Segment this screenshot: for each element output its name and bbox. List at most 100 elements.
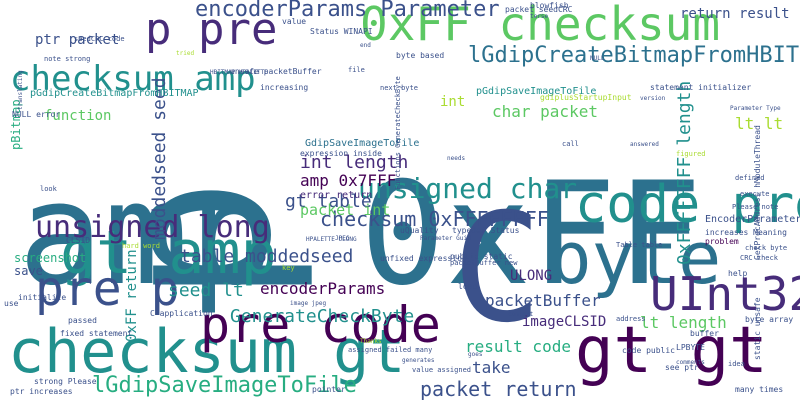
word-many-times: many times (735, 385, 783, 394)
word-parameter-guid: Parameter Guid (420, 235, 471, 242)
word-translating: translating (17, 70, 24, 110)
word-p: p (73, 178, 318, 304)
word-goes: goes (468, 351, 483, 358)
word-content: content (508, 311, 534, 318)
word-pre-p: pre p (35, 261, 180, 317)
word-seed-lt: seed lt (168, 280, 244, 301)
word-increases-meaning: increases Meaning (705, 228, 787, 237)
word-code-pre: code pre (575, 175, 800, 235)
word-check-byte: check byte (745, 244, 787, 252)
word-clsid: CLSID (66, 236, 90, 245)
word-thanks: Thanks (360, 338, 382, 345)
word-error-return: error return (300, 190, 372, 201)
word-unfixed-expression: unfixed expression (380, 254, 467, 263)
word-terse: terse (530, 13, 548, 20)
word-generatecheckbyte: GenerateCheckByte (230, 306, 414, 327)
word-use: use (4, 299, 19, 308)
word-blowfish: blowfish (530, 1, 569, 10)
word-packet-seedcrc: packet seedCRC (505, 5, 573, 14)
word-strong-please: strong Please (34, 377, 97, 386)
word-hard-word: hard word (122, 242, 160, 250)
word-getprocaddress-hmodulethread: GetProcAddress hModuleThread (753, 125, 762, 260)
word-lgdipsaveimagetofile: lGdipSaveImageToFile (92, 373, 357, 398)
word-please-note: Please note (732, 203, 778, 211)
word-see-ptr: see ptr (665, 363, 699, 372)
word-unsigned-char: unsigned char (358, 172, 577, 205)
word-initialize: initialize (18, 293, 66, 302)
word-status-winapi: Status WINAPI (310, 27, 373, 36)
word-pre-code: pre code (200, 296, 441, 354)
word-unsafe-packetbuffer: unsafe packetBuffer (230, 67, 322, 76)
word-defined: defined (735, 174, 765, 182)
word-figured: figured (676, 150, 706, 158)
word-lt-length: lt length (640, 313, 727, 332)
word-load: load (458, 282, 477, 291)
word-char-packet: char packet (492, 102, 598, 121)
word-null-error: NULL error (12, 110, 60, 119)
word-0xffffffff-length: 0xFFFFFFFF length (674, 81, 695, 265)
word-moddedseed-seed: moddedseed seed (149, 77, 170, 240)
word-return-result: return result (680, 6, 790, 22)
word-value: value (282, 17, 306, 26)
word-seedcrc-code: seedCRC code (74, 35, 125, 43)
word-imageclsid: imageCLSID (522, 314, 606, 330)
word-save: save (14, 264, 43, 278)
word-byte-array: byte array (745, 315, 793, 324)
word-ulong: ULONG (510, 268, 552, 284)
word-encoderparameters: EncoderParameters (705, 214, 800, 225)
word-int-length: int length (300, 152, 408, 173)
word-call: call (562, 140, 579, 148)
word-take: take (472, 358, 511, 377)
word-gdipsaveimagetofile: GdipSaveImageToFile (305, 138, 419, 149)
word-c-application: C application (150, 309, 213, 318)
word-note-strong: note strong (44, 55, 90, 63)
word-result-code: result code (465, 337, 571, 356)
word-file: file (348, 66, 365, 74)
word-jpeg: JPEG (335, 235, 350, 242)
word-answered: answered (630, 141, 659, 148)
word-checksum-amp: checksum amp (10, 59, 256, 99)
word-table-table: Table table (616, 241, 662, 249)
word-uquality: uQuality (400, 226, 439, 235)
word-packet-return: packet return (420, 377, 577, 400)
word-pgdipcreatebitmapfromhbitmap: pGdipCreateBitmapFromHBITMAP (30, 88, 199, 99)
word-statement-initializer: statement initializer (650, 83, 751, 92)
word-byte: byte (548, 216, 721, 300)
word-public-static: public static (450, 252, 513, 261)
word-ptr-increases: ptr increases (10, 387, 73, 396)
word-pbitmap: pBitmap (9, 99, 23, 150)
word-look: look (40, 185, 58, 193)
word-code-public: code public (622, 346, 675, 355)
word-image-jpeg: image jpeg (290, 300, 327, 307)
word-passed: passed (68, 316, 97, 325)
word-comments: comments (676, 359, 705, 366)
word-lt-lt: lt lt (735, 114, 783, 133)
word-pgdipsaveimagetofile: pGdipSaveImageToFile (476, 86, 596, 97)
word-table-moddedseed: table moddedseed (180, 246, 353, 267)
word-end: end (360, 42, 371, 49)
word-checksum-gt: checksum gt (8, 317, 405, 387)
word-parameter-type: Parameter Type (730, 105, 781, 112)
word-needs: needs (447, 155, 465, 162)
word-packet-int: packet int (300, 201, 390, 219)
word-gt-amp: gt amp (60, 218, 277, 288)
word-hbitmap-hpalette: HBITMAP HPALETTE (210, 69, 268, 76)
word-gt-gt: gt gt (575, 314, 768, 388)
word-amp-0x7fff: amp 0x7FFF (300, 171, 396, 190)
word-gt-table: gt table (285, 191, 372, 212)
word-tried: tried (176, 50, 194, 57)
word-key: key (282, 264, 295, 272)
word-problem: problem (705, 237, 739, 246)
word-encoderparams-parameter: encoderParams Parameter (195, 0, 500, 22)
word-packetbuffer-new: packetBuffer new (450, 259, 518, 267)
word-idea: idea (728, 360, 745, 368)
word-crc-check: CRC check (740, 254, 779, 262)
word-uint32: UInt32 (650, 267, 800, 321)
word-buffer: buffer (690, 329, 719, 338)
word-unsigned-long: unsigned long (35, 210, 270, 245)
word-encoderparams: encoderParams (260, 279, 385, 298)
word-version: version (640, 95, 666, 102)
word-packetbuffer: packetBuffer (485, 291, 601, 310)
word-pointer: pointer (312, 385, 346, 394)
